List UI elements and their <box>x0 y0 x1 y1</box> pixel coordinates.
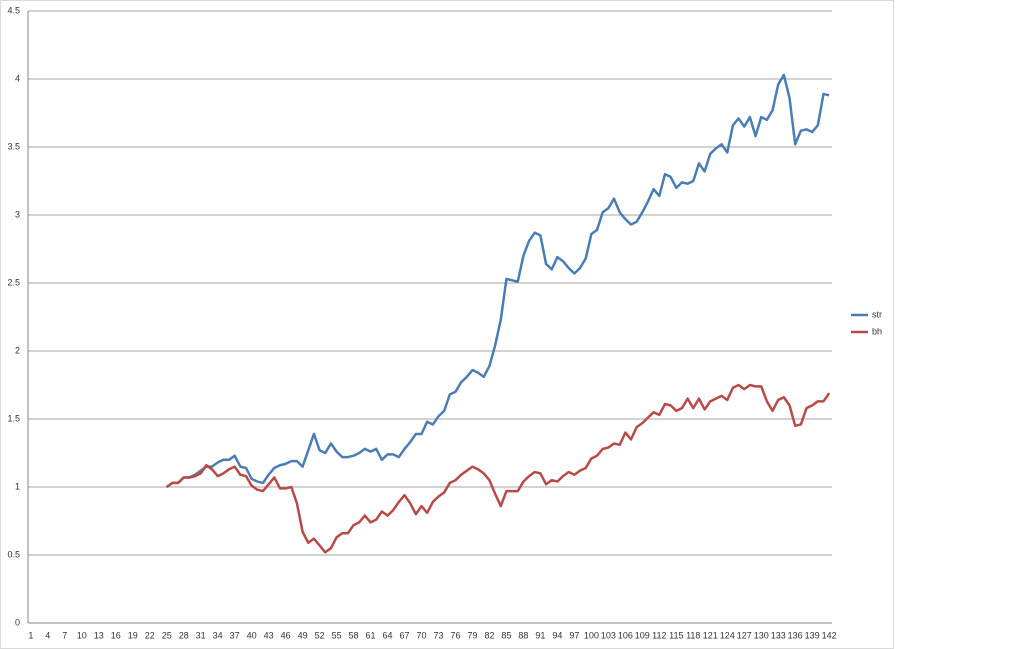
x-tick-label: 64 <box>383 630 393 640</box>
x-tick-label: 40 <box>247 630 257 640</box>
x-tick-label: 82 <box>484 630 494 640</box>
x-tick-label: 109 <box>635 630 650 640</box>
x-tick-label: 133 <box>771 630 786 640</box>
x-tick-label: 127 <box>737 630 752 640</box>
x-tick-label: 97 <box>569 630 579 640</box>
x-tick-label: 124 <box>720 630 735 640</box>
x-tick-label: 118 <box>686 630 700 640</box>
x-tick-label: 31 <box>196 630 206 640</box>
x-tick-label: 7 <box>62 630 67 640</box>
y-tick-label: 1.5 <box>7 413 20 423</box>
x-tick-label: 46 <box>281 630 291 640</box>
x-tick-label: 121 <box>703 630 718 640</box>
x-tick-label: 43 <box>264 630 274 640</box>
y-tick-label: 0.5 <box>7 549 20 559</box>
x-tick-label: 103 <box>601 630 616 640</box>
x-tick-label: 10 <box>77 630 87 640</box>
x-tick-label: 25 <box>162 630 172 640</box>
x-tick-label: 139 <box>805 630 820 640</box>
y-tick-label: 1 <box>15 481 20 491</box>
y-tick-label: 2.5 <box>7 277 20 287</box>
x-tick-label: 4 <box>45 630 50 640</box>
x-tick-label: 49 <box>298 630 308 640</box>
x-tick-label: 76 <box>450 630 460 640</box>
x-tick-label: 22 <box>145 630 155 640</box>
x-tick-label: 1 <box>28 630 33 640</box>
x-tick-label: 67 <box>400 630 410 640</box>
x-tick-label: 58 <box>349 630 359 640</box>
x-tick-label: 73 <box>433 630 443 640</box>
x-tick-label: 115 <box>669 630 683 640</box>
legend-label: bh <box>872 326 882 336</box>
x-tick-label: 28 <box>179 630 189 640</box>
x-tick-label: 100 <box>584 630 599 640</box>
chart-frame <box>0 0 894 649</box>
x-tick-label: 91 <box>535 630 545 640</box>
x-tick-label: 112 <box>652 630 666 640</box>
x-tick-label: 52 <box>315 630 325 640</box>
x-tick-label: 70 <box>416 630 426 640</box>
y-tick-label: 4 <box>15 73 20 83</box>
x-tick-label: 94 <box>552 630 562 640</box>
x-tick-label: 136 <box>788 630 803 640</box>
x-tick-label: 13 <box>94 630 104 640</box>
x-tick-label: 79 <box>467 630 477 640</box>
x-tick-label: 61 <box>366 630 376 640</box>
y-tick-label: 0 <box>15 617 20 627</box>
x-tick-label: 37 <box>230 630 240 640</box>
x-tick-label: 106 <box>618 630 633 640</box>
series-line <box>165 73 830 489</box>
x-tick-label: 85 <box>501 630 511 640</box>
legend-label: str <box>872 309 882 319</box>
x-tick-label: 88 <box>518 630 528 640</box>
x-tick-label: 130 <box>754 630 769 640</box>
x-tick-label: 16 <box>111 630 121 640</box>
x-tick-label: 19 <box>128 630 138 640</box>
y-tick-label: 3.5 <box>7 141 20 151</box>
x-tick-label: 142 <box>822 630 837 640</box>
y-tick-label: 4.5 <box>7 5 20 15</box>
y-tick-label: 2 <box>15 345 20 355</box>
y-tick-label: 3 <box>15 209 20 219</box>
x-tick-label: 55 <box>332 630 342 640</box>
x-tick-label: 34 <box>213 630 223 640</box>
series-line <box>165 383 831 554</box>
